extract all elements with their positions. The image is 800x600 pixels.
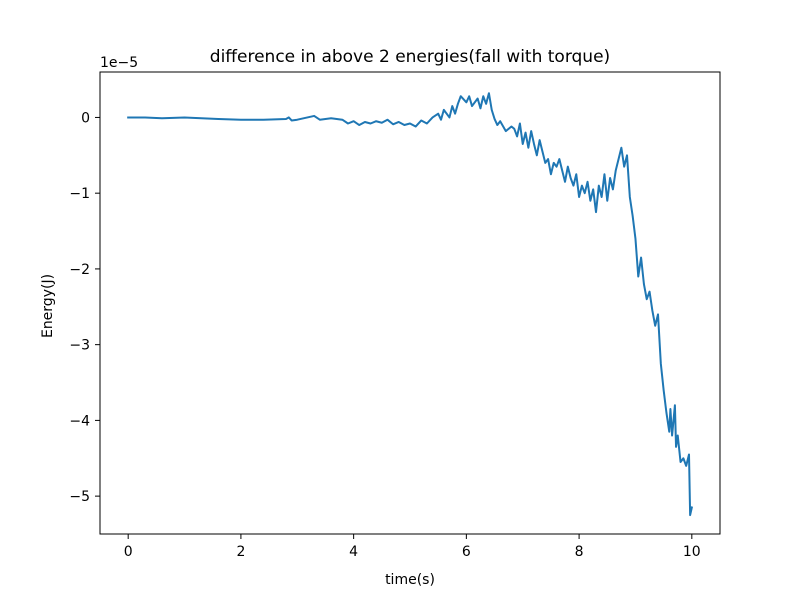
y-axis-offset-label: 1e−5 xyxy=(100,55,138,71)
x-tick-label: 0 xyxy=(124,544,133,560)
x-tick-label: 10 xyxy=(683,544,701,560)
y-tick-label: −1 xyxy=(69,186,90,202)
y-tick-label: −4 xyxy=(69,413,90,429)
y-tick-label: −2 xyxy=(69,262,90,278)
x-tick-label: 2 xyxy=(236,544,245,560)
plot-area xyxy=(99,71,721,535)
y-tick-label: 0 xyxy=(81,110,90,126)
y-tick-label: −3 xyxy=(69,338,90,354)
x-tick-label: 6 xyxy=(462,544,471,560)
series-line xyxy=(127,92,694,517)
y-axis-label: Energy(J) xyxy=(40,274,56,338)
y-axis-ticks: 0 −1 −2 −3 −4 −5 xyxy=(69,110,100,505)
x-tick-label: 8 xyxy=(575,544,584,560)
y-tick-label: −5 xyxy=(69,489,90,505)
x-axis-label: time(s) xyxy=(385,572,435,588)
x-tick-label: 4 xyxy=(349,544,358,560)
chart-title: difference in above 2 energies(fall with… xyxy=(210,47,610,67)
x-axis-ticks: 0 2 4 6 8 10 xyxy=(124,534,701,560)
plot-frame xyxy=(99,71,721,535)
